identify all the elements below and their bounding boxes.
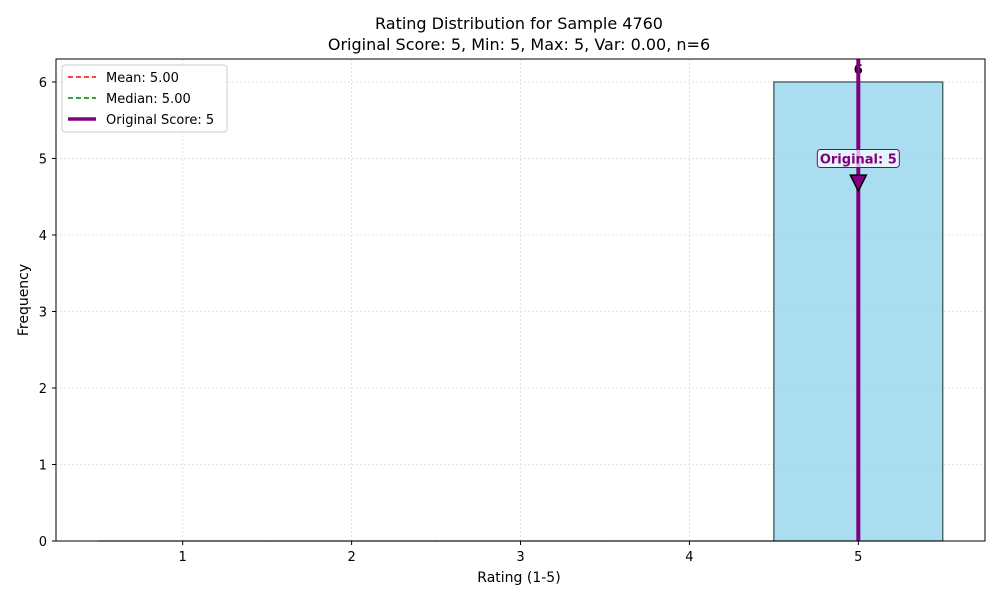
x-tick-label: 1 bbox=[179, 550, 187, 565]
annotation-text: Original: 5 bbox=[820, 152, 897, 167]
x-axis-label: Rating (1-5) bbox=[477, 570, 560, 586]
y-tick-label: 0 bbox=[39, 535, 47, 550]
y-tick-label: 5 bbox=[39, 152, 47, 167]
y-axis-label: Frequency bbox=[16, 264, 32, 336]
y-tick-label: 6 bbox=[39, 76, 47, 91]
y-tick-label: 3 bbox=[39, 305, 47, 320]
legend: Mean: 5.00 Median: 5.00 Original Score: 5 bbox=[62, 65, 227, 132]
y-axis-ticks: 0 1 2 3 4 5 6 bbox=[39, 76, 56, 550]
y-tick-label: 2 bbox=[39, 382, 47, 397]
legend-label: Median: 5.00 bbox=[106, 92, 191, 107]
y-tick-label: 4 bbox=[39, 229, 47, 244]
y-tick-label: 1 bbox=[39, 458, 47, 473]
chart-title: Rating Distribution for Sample 4760 bbox=[375, 14, 663, 33]
legend-label: Original Score: 5 bbox=[106, 113, 214, 128]
x-tick-label: 5 bbox=[854, 550, 862, 565]
x-axis-ticks: 1 2 3 4 5 bbox=[179, 541, 863, 565]
x-tick-label: 3 bbox=[516, 550, 524, 565]
x-tick-label: 2 bbox=[347, 550, 355, 565]
legend-label: Mean: 5.00 bbox=[106, 71, 179, 86]
bars: 6 bbox=[98, 63, 943, 541]
chart-subtitle: Original Score: 5, Min: 5, Max: 5, Var: … bbox=[328, 35, 710, 54]
x-tick-label: 4 bbox=[685, 550, 693, 565]
